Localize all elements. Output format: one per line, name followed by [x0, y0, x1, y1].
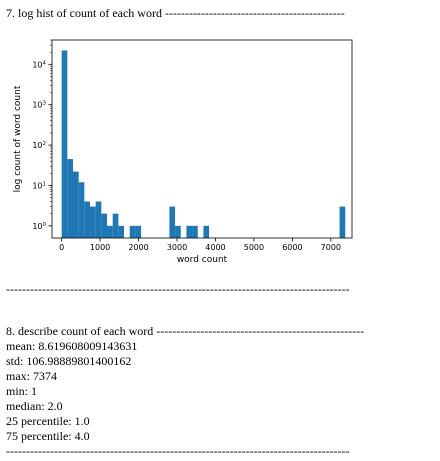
stat-25-percentile: 25 percentile: 1.0 [6, 414, 90, 428]
x-tick-label: 5000 [244, 243, 264, 252]
x-axis-label: word count [177, 255, 228, 265]
y-axis-ticks: 100 101 102 103 104 [32, 39, 52, 231]
x-tick-label: 2000 [128, 243, 148, 252]
plot-frame [51, 39, 353, 239]
section8-heading: 8. describe count of each word ---------… [6, 324, 365, 338]
histogram-bar [101, 213, 108, 238]
histogram-bar [95, 201, 102, 238]
histogram-bar [118, 225, 125, 238]
stat-std: std: 106.98889801400162 [6, 354, 132, 368]
histogram-bar [186, 225, 193, 238]
histogram-bar [61, 50, 68, 238]
log-histogram-chart: 0 1000 2000 3000 4000 5000 6000 7000 1001011021… [13, 39, 353, 265]
histogram-bar [169, 206, 176, 238]
histogram-bar [175, 225, 181, 238]
stat-min: min: 1 [6, 384, 38, 398]
histogram-bar [129, 225, 136, 238]
histogram-bar [107, 225, 113, 238]
x-axis-ticks: 0 1000 2000 3000 4000 5000 6000 7000 [59, 238, 341, 252]
y-tick-label: 103 [32, 101, 46, 110]
histogram-bar [203, 225, 210, 238]
histogram-bar [339, 206, 346, 238]
histogram-bar [90, 206, 96, 238]
histogram-bar [112, 213, 119, 238]
stat-mean: mean: 8.619608009143631 [6, 339, 138, 353]
histogram-bar [67, 159, 73, 238]
histogram-bar [192, 225, 198, 238]
x-tick-label: 6000 [282, 243, 302, 252]
histogram-bar [84, 201, 91, 238]
x-tick-label: 0 [59, 243, 64, 252]
stat-median: median: 2.0 [6, 399, 63, 413]
histogram-bar [135, 225, 142, 238]
x-tick-label: 7000 [321, 243, 341, 252]
y-axis-label: log count of word count [13, 85, 23, 192]
histogram-bar [72, 171, 79, 238]
section7-heading: 7. log hist of count of each word ------… [6, 6, 345, 20]
y-tick-label: 102 [32, 141, 46, 150]
stat-max: max: 7374 [6, 369, 57, 383]
x-tick-label: 1000 [90, 243, 110, 252]
y-tick-label: 101 [32, 181, 46, 190]
y-tick-label: 104 [32, 60, 46, 69]
stat-75-percentile: 75 percentile: 4.0 [6, 429, 90, 443]
histogram-bars [61, 50, 346, 238]
x-tick-label: 3000 [167, 243, 187, 252]
y-tick-label: 100 [32, 222, 46, 231]
separator-line: ----------------------------------------… [6, 444, 350, 458]
separator-line: ----------------------------------------… [6, 282, 350, 296]
x-tick-label: 4000 [205, 243, 225, 252]
histogram-bar [78, 182, 85, 238]
